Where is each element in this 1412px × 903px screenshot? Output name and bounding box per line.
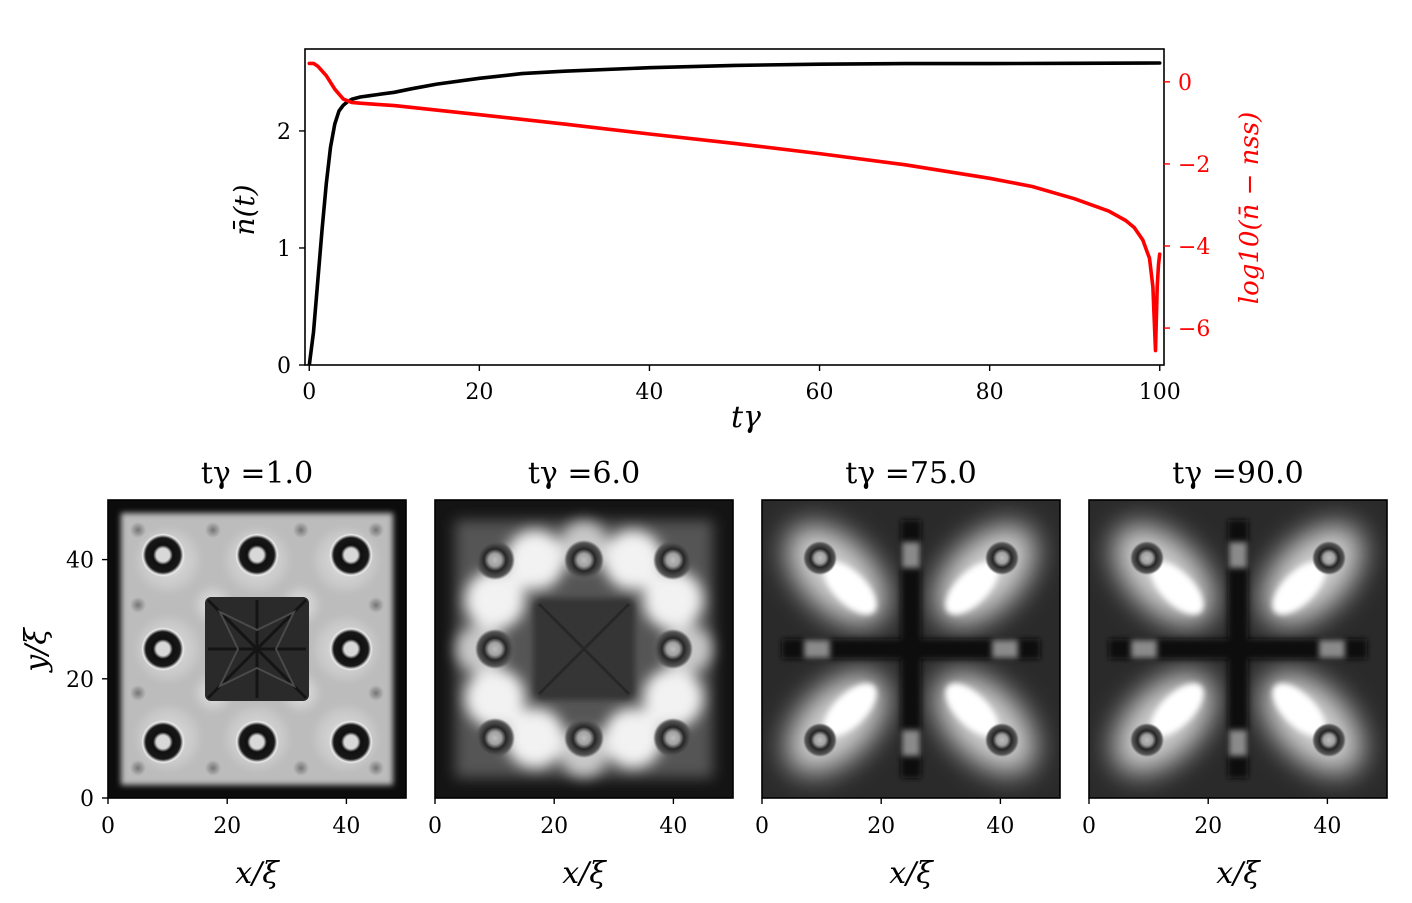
- panel-title-1: tγ =1.0: [201, 456, 313, 491]
- series-line-1: [307, 61, 1162, 365]
- left-y-tick-label: 2: [277, 120, 291, 145]
- heatmap-x-tick-label: 40: [1313, 814, 1341, 839]
- heatmap-x-tick-label: 0: [1082, 814, 1096, 839]
- heatmap-panels: tγ =1.0 0 20 40 x/ξ 0 20 40 y/ξ tγ =6.0 0 20 40 x/ξ tγ…: [19, 456, 1388, 891]
- heatmap-y-axis-label: y/ξ: [19, 627, 54, 674]
- heatmap-x-tick-label: 20: [867, 814, 895, 839]
- x-tick-label: 100: [1139, 380, 1181, 405]
- time-series-chart: 0 20 40 60 80 100 0 1 2 0 −2 −4 −6 tγ n̄(t) log10(…: [228, 48, 1265, 435]
- heatmap-x-axis-label: x/ξ: [889, 856, 934, 891]
- panel-title-3: tγ =75.0: [845, 456, 976, 491]
- right-y-tick-label: −6: [1178, 317, 1210, 342]
- heatmap-panel-4: [1088, 499, 1388, 799]
- panel-title-2: tγ =6.0: [528, 456, 640, 491]
- heatmap-x-tick-label: 40: [986, 814, 1014, 839]
- heatmap-x-tick-label: 40: [332, 814, 360, 839]
- heatmap-panel-1: [107, 499, 407, 799]
- heatmap-x-axis-label: x/ξ: [235, 856, 280, 891]
- heatmap-x-tick-label: 20: [213, 814, 241, 839]
- heatmap-x-tick-label: 0: [101, 814, 115, 839]
- heatmap-x-tick-label: 0: [428, 814, 442, 839]
- heatmap-x-tick-label: 0: [755, 814, 769, 839]
- plot-frame: [304, 48, 1165, 366]
- heatmap-y-tick-label: 40: [66, 549, 94, 574]
- right-y-tick-label: −4: [1178, 235, 1210, 260]
- heatmap-x-tick-label: 20: [540, 814, 568, 839]
- right-y-axis-label: log10(n̄ − nss): [1235, 112, 1265, 304]
- panel-title-4: tγ =90.0: [1172, 456, 1303, 491]
- heatmap-panel-3: [761, 499, 1061, 799]
- heatmap-x-axis-label: x/ξ: [1216, 856, 1261, 891]
- heatmap-x-tick-label: 40: [659, 814, 687, 839]
- right-y-tick-label: 0: [1178, 71, 1192, 96]
- heatmap-panel-2: [434, 499, 734, 799]
- right-y-tick-label: −2: [1178, 153, 1210, 178]
- left-y-tick-label: 1: [277, 237, 291, 262]
- heatmap-x-axis-label: x/ξ: [562, 856, 607, 891]
- left-y-axis-label: n̄(t): [228, 184, 261, 235]
- x-tick-label: 60: [806, 380, 834, 405]
- x-tick-label: 80: [976, 380, 1004, 405]
- x-tick-label: 40: [635, 380, 663, 405]
- heatmap-y-tick-label: 0: [80, 787, 94, 812]
- heatmap-y-tick-label: 20: [66, 668, 94, 693]
- series-line-2: [307, 61, 1162, 353]
- x-tick-label: 20: [465, 380, 493, 405]
- heatmap-x-tick-label: 20: [1194, 814, 1222, 839]
- x-axis-label: tγ: [731, 400, 761, 435]
- left-y-tick-label: 0: [277, 354, 291, 379]
- x-tick-label: 0: [302, 380, 316, 405]
